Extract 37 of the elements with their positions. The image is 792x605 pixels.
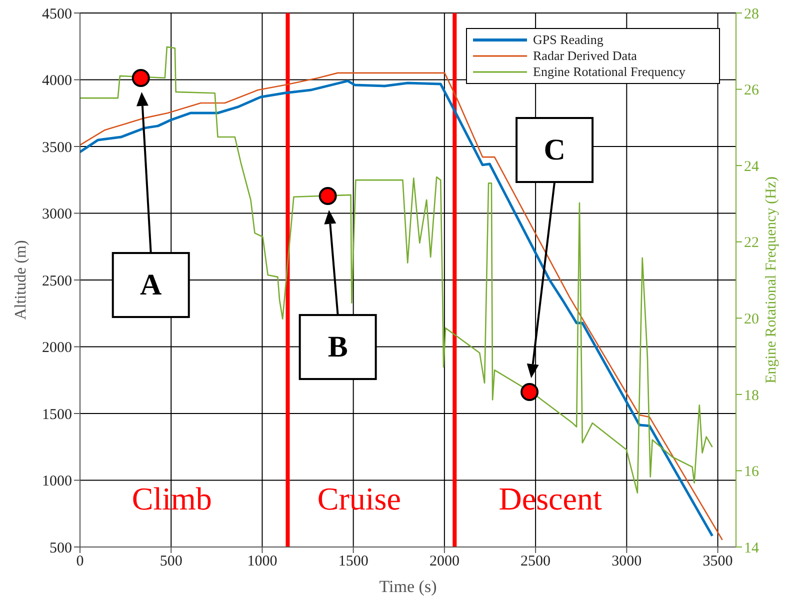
y-tick-label: 1000 [42, 474, 72, 490]
y-tick-label: 3000 [42, 206, 72, 223]
y-tick-label: 2500 [42, 273, 72, 290]
legend-label: GPS Reading [533, 32, 604, 48]
y-tick-label: 3500 [42, 140, 72, 156]
y2-tick-label: 18 [744, 388, 759, 404]
y-axis-title: Altitude (m) [12, 240, 30, 320]
x-tick-label: 2500 [520, 554, 551, 570]
legend-label: Radar Derived Data [533, 48, 637, 64]
x-tick-label: 500 [160, 554, 182, 570]
y-tick-label: 1500 [42, 406, 72, 423]
y-tick-label: 4000 [42, 73, 72, 90]
point [318, 187, 337, 206]
x-tick-label: 1000 [247, 554, 278, 570]
annotation: C [544, 134, 566, 167]
y2-tick-label: 14 [744, 540, 760, 556]
legend-label: Engine Rotational Frequency [533, 64, 686, 80]
x-axis-title: Time (s) [379, 577, 437, 596]
y2-tick-label: 20 [744, 311, 759, 328]
y2-tick-label: 22 [744, 235, 759, 252]
y-tick-label: 4500 [42, 6, 72, 22]
annotation: A [140, 268, 162, 302]
y2-tick-label: 26 [744, 82, 760, 99]
y2-axis-title: Engine Rotational Frequency (Hz) [763, 176, 780, 384]
y2-tick-label: 16 [744, 464, 760, 480]
x-tick-label: 1500 [338, 554, 368, 570]
x-tick-label: 2000 [429, 554, 460, 570]
annotation: B [328, 330, 348, 364]
point [520, 383, 539, 402]
y2-tick-label: 28 [744, 6, 759, 22]
x-tick-label: 0 [76, 554, 84, 570]
x-tick-label: 3500 [702, 554, 733, 570]
y2-tick-label: 24 [744, 158, 760, 175]
y-tick-label: 500 [50, 540, 72, 556]
x-tick-label: 3000 [612, 554, 642, 570]
point [132, 69, 150, 88]
y-tick-label: 2000 [42, 340, 72, 356]
